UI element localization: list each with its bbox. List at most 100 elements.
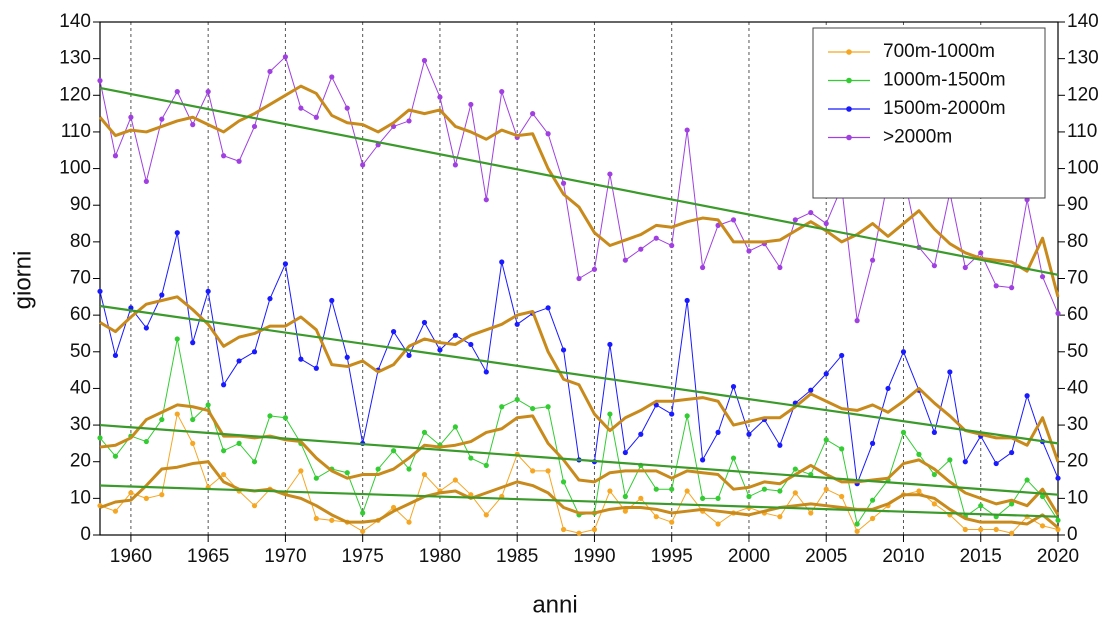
moving-average: [98, 84, 1060, 298]
point: [1055, 475, 1061, 481]
point: [746, 493, 752, 500]
series-line: [99, 338, 1059, 525]
point: [931, 263, 937, 269]
point: [746, 248, 752, 254]
point: [854, 528, 860, 534]
point: [530, 405, 536, 412]
point: [916, 451, 922, 457]
point: [916, 488, 922, 494]
point: [1039, 493, 1046, 500]
point: [174, 89, 180, 95]
point: [545, 131, 551, 137]
point: [684, 488, 690, 494]
y2-tick-label: 100: [1067, 158, 1099, 179]
legend-box: [812, 27, 1046, 199]
point: [112, 453, 119, 459]
x-tick-label: 1970: [264, 546, 306, 567]
point: [406, 118, 412, 124]
point: [174, 230, 180, 236]
x-tick-label: 1960: [110, 546, 152, 567]
point: [406, 519, 412, 525]
x-tick-label: 2005: [805, 546, 847, 567]
point: [545, 305, 551, 311]
point: [421, 57, 428, 64]
point: [931, 429, 937, 435]
point: [653, 235, 659, 241]
x-tick-label: 1965: [187, 546, 229, 567]
point: [653, 514, 659, 520]
point: [715, 495, 721, 501]
point: [468, 341, 474, 348]
point: [978, 503, 984, 509]
point: [360, 510, 366, 516]
point: [854, 521, 860, 527]
x-tick-label: 1990: [573, 546, 615, 567]
y-tick-label: 130: [59, 48, 91, 69]
point: [128, 490, 134, 496]
point: [638, 246, 644, 252]
point: [746, 431, 752, 437]
point: [823, 371, 829, 377]
point: [761, 486, 768, 492]
point: [576, 530, 582, 536]
point: [560, 180, 567, 186]
point: [514, 396, 520, 403]
point: [406, 466, 412, 472]
y2-tick-label: 60: [1067, 304, 1088, 325]
point: [421, 471, 428, 478]
point: [638, 495, 644, 501]
point: [159, 292, 165, 298]
point: [638, 431, 644, 437]
point: [190, 416, 196, 423]
point: [947, 457, 953, 463]
moving-average: [99, 460, 1059, 529]
y-tick-label: 0: [80, 524, 91, 545]
point: [143, 325, 149, 331]
y-tick-label: 20: [70, 451, 91, 472]
point: [622, 449, 628, 456]
point: [344, 354, 350, 360]
y-tick-label: 80: [70, 231, 91, 252]
point: [900, 429, 907, 435]
legend-marker: [846, 106, 852, 112]
point: [839, 446, 845, 452]
point: [1009, 530, 1015, 536]
point: [112, 153, 119, 159]
x-tick-label: 1985: [496, 546, 538, 567]
point: [159, 492, 165, 498]
point: [560, 479, 567, 485]
x-tick-label: 2010: [882, 546, 924, 567]
point: [329, 517, 335, 523]
point: [344, 470, 350, 476]
point: [406, 352, 412, 359]
point: [530, 111, 536, 117]
point: [143, 178, 149, 184]
y2-tick-label: 30: [1067, 414, 1088, 435]
point: [437, 347, 443, 353]
point: [282, 54, 289, 60]
point: [483, 197, 489, 203]
point: [962, 264, 968, 271]
x-tick-label: 1975: [342, 546, 384, 567]
point: [452, 477, 458, 483]
point: [236, 358, 242, 364]
point: [236, 440, 242, 446]
point: [360, 162, 366, 168]
point: [514, 321, 520, 327]
point: [607, 411, 613, 417]
point: [669, 519, 675, 525]
y2-tick-label: 0: [1067, 524, 1078, 545]
point: [159, 116, 165, 122]
point: [205, 402, 211, 408]
point: [236, 158, 242, 164]
y-tick-label: 30: [70, 414, 91, 435]
x-axis-label: anni: [532, 591, 577, 617]
point: [421, 319, 428, 326]
point: [313, 515, 319, 522]
y2-tick-label: 50: [1067, 341, 1088, 362]
point: [313, 114, 319, 120]
trend-line: [99, 86, 1059, 276]
point: [607, 341, 613, 348]
point: [190, 122, 196, 128]
point: [993, 526, 999, 533]
